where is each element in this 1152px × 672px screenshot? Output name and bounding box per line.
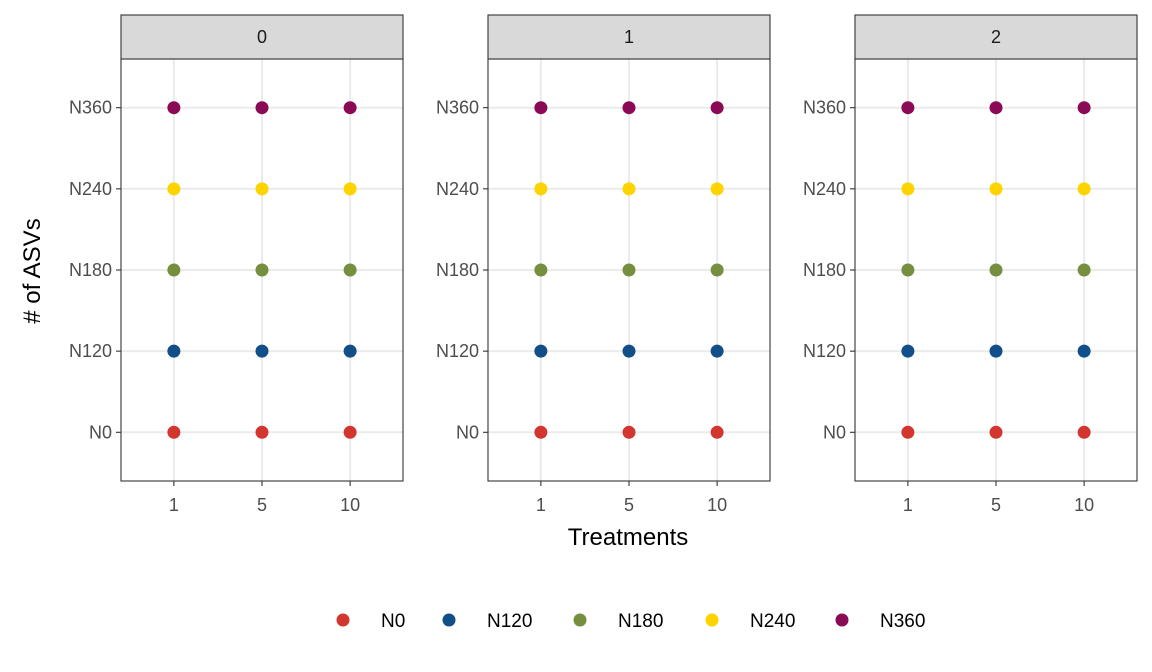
legend-key <box>705 613 719 627</box>
legend-item-n180: N180 <box>573 611 663 632</box>
y-tick-label: N360 <box>69 98 112 118</box>
legend-item-n120: N120 <box>442 611 532 632</box>
data-point-n240 <box>710 182 724 196</box>
legend: N0 N120 N180 N240 N360 <box>336 611 925 632</box>
legend-key <box>336 613 350 627</box>
y-tick-label: N0 <box>456 422 479 442</box>
x-tick-label: 5 <box>991 495 1001 515</box>
data-point-n120 <box>622 344 636 358</box>
legend-label: N360 <box>880 611 925 632</box>
data-point-n180 <box>255 263 269 277</box>
data-point-n360 <box>710 101 724 115</box>
y-tick-label: N360 <box>803 98 846 118</box>
data-point-n180 <box>901 263 915 277</box>
legend-key <box>442 613 456 627</box>
legend-label: N240 <box>750 611 795 632</box>
facet-strip <box>120 14 404 60</box>
data-point-n0 <box>343 425 357 439</box>
data-point-n0 <box>167 425 181 439</box>
data-point-n120 <box>255 344 269 358</box>
x-tick-label: 10 <box>1074 495 1094 515</box>
data-point-n0 <box>622 425 636 439</box>
data-point-n180 <box>622 263 636 277</box>
data-point-n360 <box>343 101 357 115</box>
data-point-n360 <box>534 101 548 115</box>
x-tick-label: 5 <box>257 495 267 515</box>
data-point-n360 <box>167 101 181 115</box>
data-point-n240 <box>167 182 181 196</box>
data-point-n360 <box>622 101 636 115</box>
data-point-n120 <box>167 344 181 358</box>
y-tick-label: N0 <box>89 422 112 442</box>
legend-label: N180 <box>618 611 663 632</box>
x-tick-label: 1 <box>903 495 913 515</box>
y-tick-label: N120 <box>69 341 112 361</box>
x-tick-label: 10 <box>707 495 727 515</box>
data-point-n240 <box>534 182 548 196</box>
data-point-n240 <box>622 182 636 196</box>
legend-key <box>835 613 849 627</box>
facet-panel-0: 0 N0 N120 N180 N240 N360 1 5 10 <box>69 14 404 515</box>
data-point-n0 <box>901 425 915 439</box>
x-tick-label: 5 <box>624 495 634 515</box>
legend-item-n240: N240 <box>705 611 795 632</box>
facet-strip <box>854 14 1138 60</box>
data-point-n0 <box>710 425 724 439</box>
facet-strip-label: 1 <box>624 27 634 47</box>
data-point-n240 <box>1077 182 1091 196</box>
x-tick-label: 1 <box>169 495 179 515</box>
legend-label: N0 <box>381 611 405 632</box>
x-tick-label: 10 <box>340 495 360 515</box>
facet-strip-label: 2 <box>991 27 1001 47</box>
data-point-n0 <box>255 425 269 439</box>
data-point-n360 <box>901 101 915 115</box>
data-point-n120 <box>1077 344 1091 358</box>
data-point-n360 <box>255 101 269 115</box>
y-tick-label: N180 <box>803 260 846 280</box>
data-point-n120 <box>901 344 915 358</box>
facet-panel-1: 1 N0 N120 N180 N240 N360 1 5 10 <box>436 14 771 515</box>
y-tick-label: N240 <box>803 179 846 199</box>
data-point-n0 <box>1077 425 1091 439</box>
data-point-n120 <box>343 344 357 358</box>
data-point-n0 <box>534 425 548 439</box>
data-point-n180 <box>1077 263 1091 277</box>
facet-panels: 0 N0 N120 N180 N240 N360 1 5 10 1 N0 N120 N180 N240 N3… <box>69 14 1138 515</box>
facet-strip <box>487 14 771 60</box>
legend-key <box>573 613 587 627</box>
y-tick-label: N120 <box>803 341 846 361</box>
legend-item-n0: N0 <box>336 611 405 632</box>
data-point-n180 <box>167 263 181 277</box>
data-point-n180 <box>534 263 548 277</box>
data-point-n240 <box>343 182 357 196</box>
legend-label: N120 <box>487 611 532 632</box>
y-tick-label: N180 <box>69 260 112 280</box>
data-point-n240 <box>989 182 1003 196</box>
data-point-n120 <box>989 344 1003 358</box>
data-point-n180 <box>343 263 357 277</box>
y-tick-label: N180 <box>436 260 479 280</box>
data-point-n120 <box>534 344 548 358</box>
y-axis-title: # of ASVs <box>19 218 46 323</box>
facet-strip-label: 0 <box>257 27 267 47</box>
data-point-n120 <box>710 344 724 358</box>
data-point-n240 <box>255 182 269 196</box>
y-tick-label: N240 <box>69 179 112 199</box>
x-tick-label: 1 <box>536 495 546 515</box>
facet-panel-2: 2 N0 N120 N180 N240 N360 1 5 10 <box>803 14 1138 515</box>
data-point-n360 <box>1077 101 1091 115</box>
y-tick-label: N240 <box>436 179 479 199</box>
data-point-n360 <box>989 101 1003 115</box>
data-point-n0 <box>989 425 1003 439</box>
y-tick-label: N120 <box>436 341 479 361</box>
data-point-n240 <box>901 182 915 196</box>
y-tick-label: N0 <box>823 422 846 442</box>
data-point-n180 <box>989 263 1003 277</box>
legend-item-n360: N360 <box>835 611 925 632</box>
data-point-n180 <box>710 263 724 277</box>
x-axis-title: Treatments <box>568 524 688 551</box>
y-tick-label: N360 <box>436 98 479 118</box>
